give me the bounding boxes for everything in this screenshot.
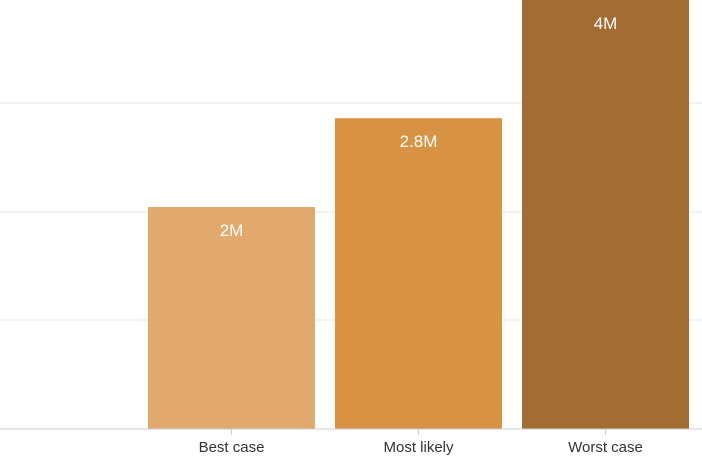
bars [148,0,689,429]
bar-worst-case [522,0,689,429]
x-tick-label: Most likely [383,439,454,456]
x-axis-ticks [231,429,606,435]
x-tick-label: Worst case [568,439,643,456]
x-axis-tick-labels: Best case Most likely Worst case [199,439,643,456]
x-tick-label: Best case [199,439,265,456]
data-label: 2M [220,221,244,240]
data-labels: 2M 2.8M 4M [220,14,618,240]
data-label: 4M [594,14,618,33]
data-label: 2.8M [400,132,438,151]
bar-best-case [148,207,315,429]
bar-most-likely [335,118,502,429]
